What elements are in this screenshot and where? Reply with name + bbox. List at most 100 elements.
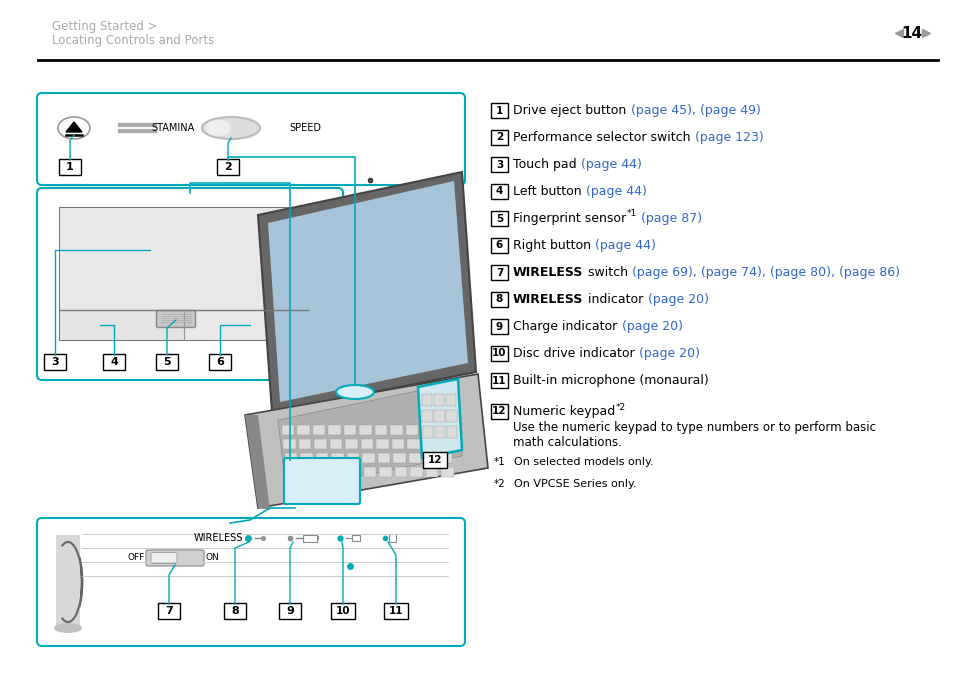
Text: Drive eject button: Drive eject button <box>513 104 630 117</box>
Text: 11: 11 <box>388 606 403 616</box>
FancyBboxPatch shape <box>158 603 180 619</box>
Polygon shape <box>268 181 468 402</box>
FancyBboxPatch shape <box>284 453 297 463</box>
Text: 8: 8 <box>231 606 238 616</box>
Bar <box>303 534 316 541</box>
Bar <box>316 536 318 540</box>
Text: 12: 12 <box>427 455 442 465</box>
FancyBboxPatch shape <box>440 466 454 477</box>
FancyBboxPatch shape <box>395 466 407 477</box>
FancyBboxPatch shape <box>343 425 355 435</box>
Polygon shape <box>56 535 80 630</box>
Text: On VPCSE Series only.: On VPCSE Series only. <box>514 479 636 489</box>
Text: 7: 7 <box>496 268 502 278</box>
Text: 1: 1 <box>66 162 73 172</box>
FancyBboxPatch shape <box>59 159 81 175</box>
Text: SPEED: SPEED <box>289 123 320 133</box>
FancyBboxPatch shape <box>435 426 445 438</box>
Text: 6: 6 <box>215 357 224 367</box>
FancyBboxPatch shape <box>434 410 444 423</box>
Text: 6: 6 <box>496 241 502 251</box>
FancyBboxPatch shape <box>348 466 360 477</box>
Text: Built-in microphone (monaural): Built-in microphone (monaural) <box>513 374 708 387</box>
FancyBboxPatch shape <box>424 453 436 463</box>
FancyBboxPatch shape <box>156 354 178 370</box>
FancyBboxPatch shape <box>410 466 422 477</box>
FancyBboxPatch shape <box>330 439 342 450</box>
Text: ON: ON <box>206 553 219 563</box>
FancyBboxPatch shape <box>283 439 295 450</box>
Polygon shape <box>417 379 461 458</box>
Bar <box>60 310 184 340</box>
FancyBboxPatch shape <box>359 425 372 435</box>
Ellipse shape <box>202 117 260 139</box>
Text: 14: 14 <box>901 26 922 40</box>
FancyBboxPatch shape <box>405 425 417 435</box>
FancyBboxPatch shape <box>278 603 301 619</box>
Text: (page 44): (page 44) <box>585 185 646 198</box>
FancyBboxPatch shape <box>422 439 435 450</box>
Text: 3: 3 <box>496 160 502 169</box>
FancyBboxPatch shape <box>491 211 507 226</box>
FancyBboxPatch shape <box>491 319 507 334</box>
FancyBboxPatch shape <box>377 453 390 463</box>
Text: (page 123): (page 123) <box>695 131 763 144</box>
Text: *1: *1 <box>626 210 637 218</box>
FancyBboxPatch shape <box>313 425 325 435</box>
FancyBboxPatch shape <box>60 208 308 340</box>
Text: 2: 2 <box>496 133 502 142</box>
Polygon shape <box>245 374 488 508</box>
Text: Fingerprint sensor: Fingerprint sensor <box>513 212 625 225</box>
Text: Performance selector switch: Performance selector switch <box>513 131 694 144</box>
Bar <box>352 535 359 541</box>
FancyBboxPatch shape <box>436 425 449 435</box>
Text: Locating Controls and Ports: Locating Controls and Ports <box>52 34 214 47</box>
FancyBboxPatch shape <box>408 453 421 463</box>
Text: 9: 9 <box>286 606 294 616</box>
FancyBboxPatch shape <box>422 452 447 468</box>
FancyBboxPatch shape <box>446 426 456 438</box>
Text: Charge indicator: Charge indicator <box>513 320 620 333</box>
FancyBboxPatch shape <box>300 453 313 463</box>
FancyBboxPatch shape <box>346 453 359 463</box>
Text: Use the numeric keypad to type numbers or to perform basic
math calculations.: Use the numeric keypad to type numbers o… <box>513 421 875 449</box>
FancyBboxPatch shape <box>446 410 456 423</box>
FancyBboxPatch shape <box>491 292 507 307</box>
FancyBboxPatch shape <box>491 404 507 419</box>
FancyBboxPatch shape <box>216 159 239 175</box>
FancyBboxPatch shape <box>437 439 451 450</box>
Text: 8: 8 <box>496 295 502 305</box>
Text: switch: switch <box>583 266 631 279</box>
Text: 1: 1 <box>496 106 502 115</box>
FancyBboxPatch shape <box>434 394 444 406</box>
Text: On selected models only.: On selected models only. <box>514 457 653 467</box>
Bar <box>60 208 308 310</box>
Text: 5: 5 <box>163 357 171 367</box>
Text: 9: 9 <box>496 321 502 332</box>
Ellipse shape <box>54 623 82 633</box>
Polygon shape <box>277 383 461 490</box>
FancyBboxPatch shape <box>425 466 437 477</box>
FancyBboxPatch shape <box>390 425 402 435</box>
Text: WIRELESS: WIRELESS <box>193 533 242 543</box>
Ellipse shape <box>205 120 231 136</box>
FancyBboxPatch shape <box>375 439 389 450</box>
FancyBboxPatch shape <box>491 184 507 199</box>
FancyBboxPatch shape <box>491 103 507 118</box>
Polygon shape <box>257 172 476 412</box>
Text: *1: *1 <box>494 457 505 467</box>
Text: *2: *2 <box>494 479 505 489</box>
Bar <box>184 310 308 340</box>
FancyBboxPatch shape <box>297 425 310 435</box>
FancyBboxPatch shape <box>345 439 357 450</box>
FancyBboxPatch shape <box>421 394 432 406</box>
FancyBboxPatch shape <box>316 466 330 477</box>
Text: Disc drive indicator: Disc drive indicator <box>513 347 638 360</box>
Text: *2: *2 <box>615 402 625 412</box>
Text: Getting Started >: Getting Started > <box>52 20 157 33</box>
Text: WIRELESS: WIRELESS <box>513 266 583 279</box>
Bar <box>389 534 395 542</box>
FancyBboxPatch shape <box>328 425 340 435</box>
FancyBboxPatch shape <box>491 238 507 253</box>
FancyBboxPatch shape <box>37 518 464 646</box>
